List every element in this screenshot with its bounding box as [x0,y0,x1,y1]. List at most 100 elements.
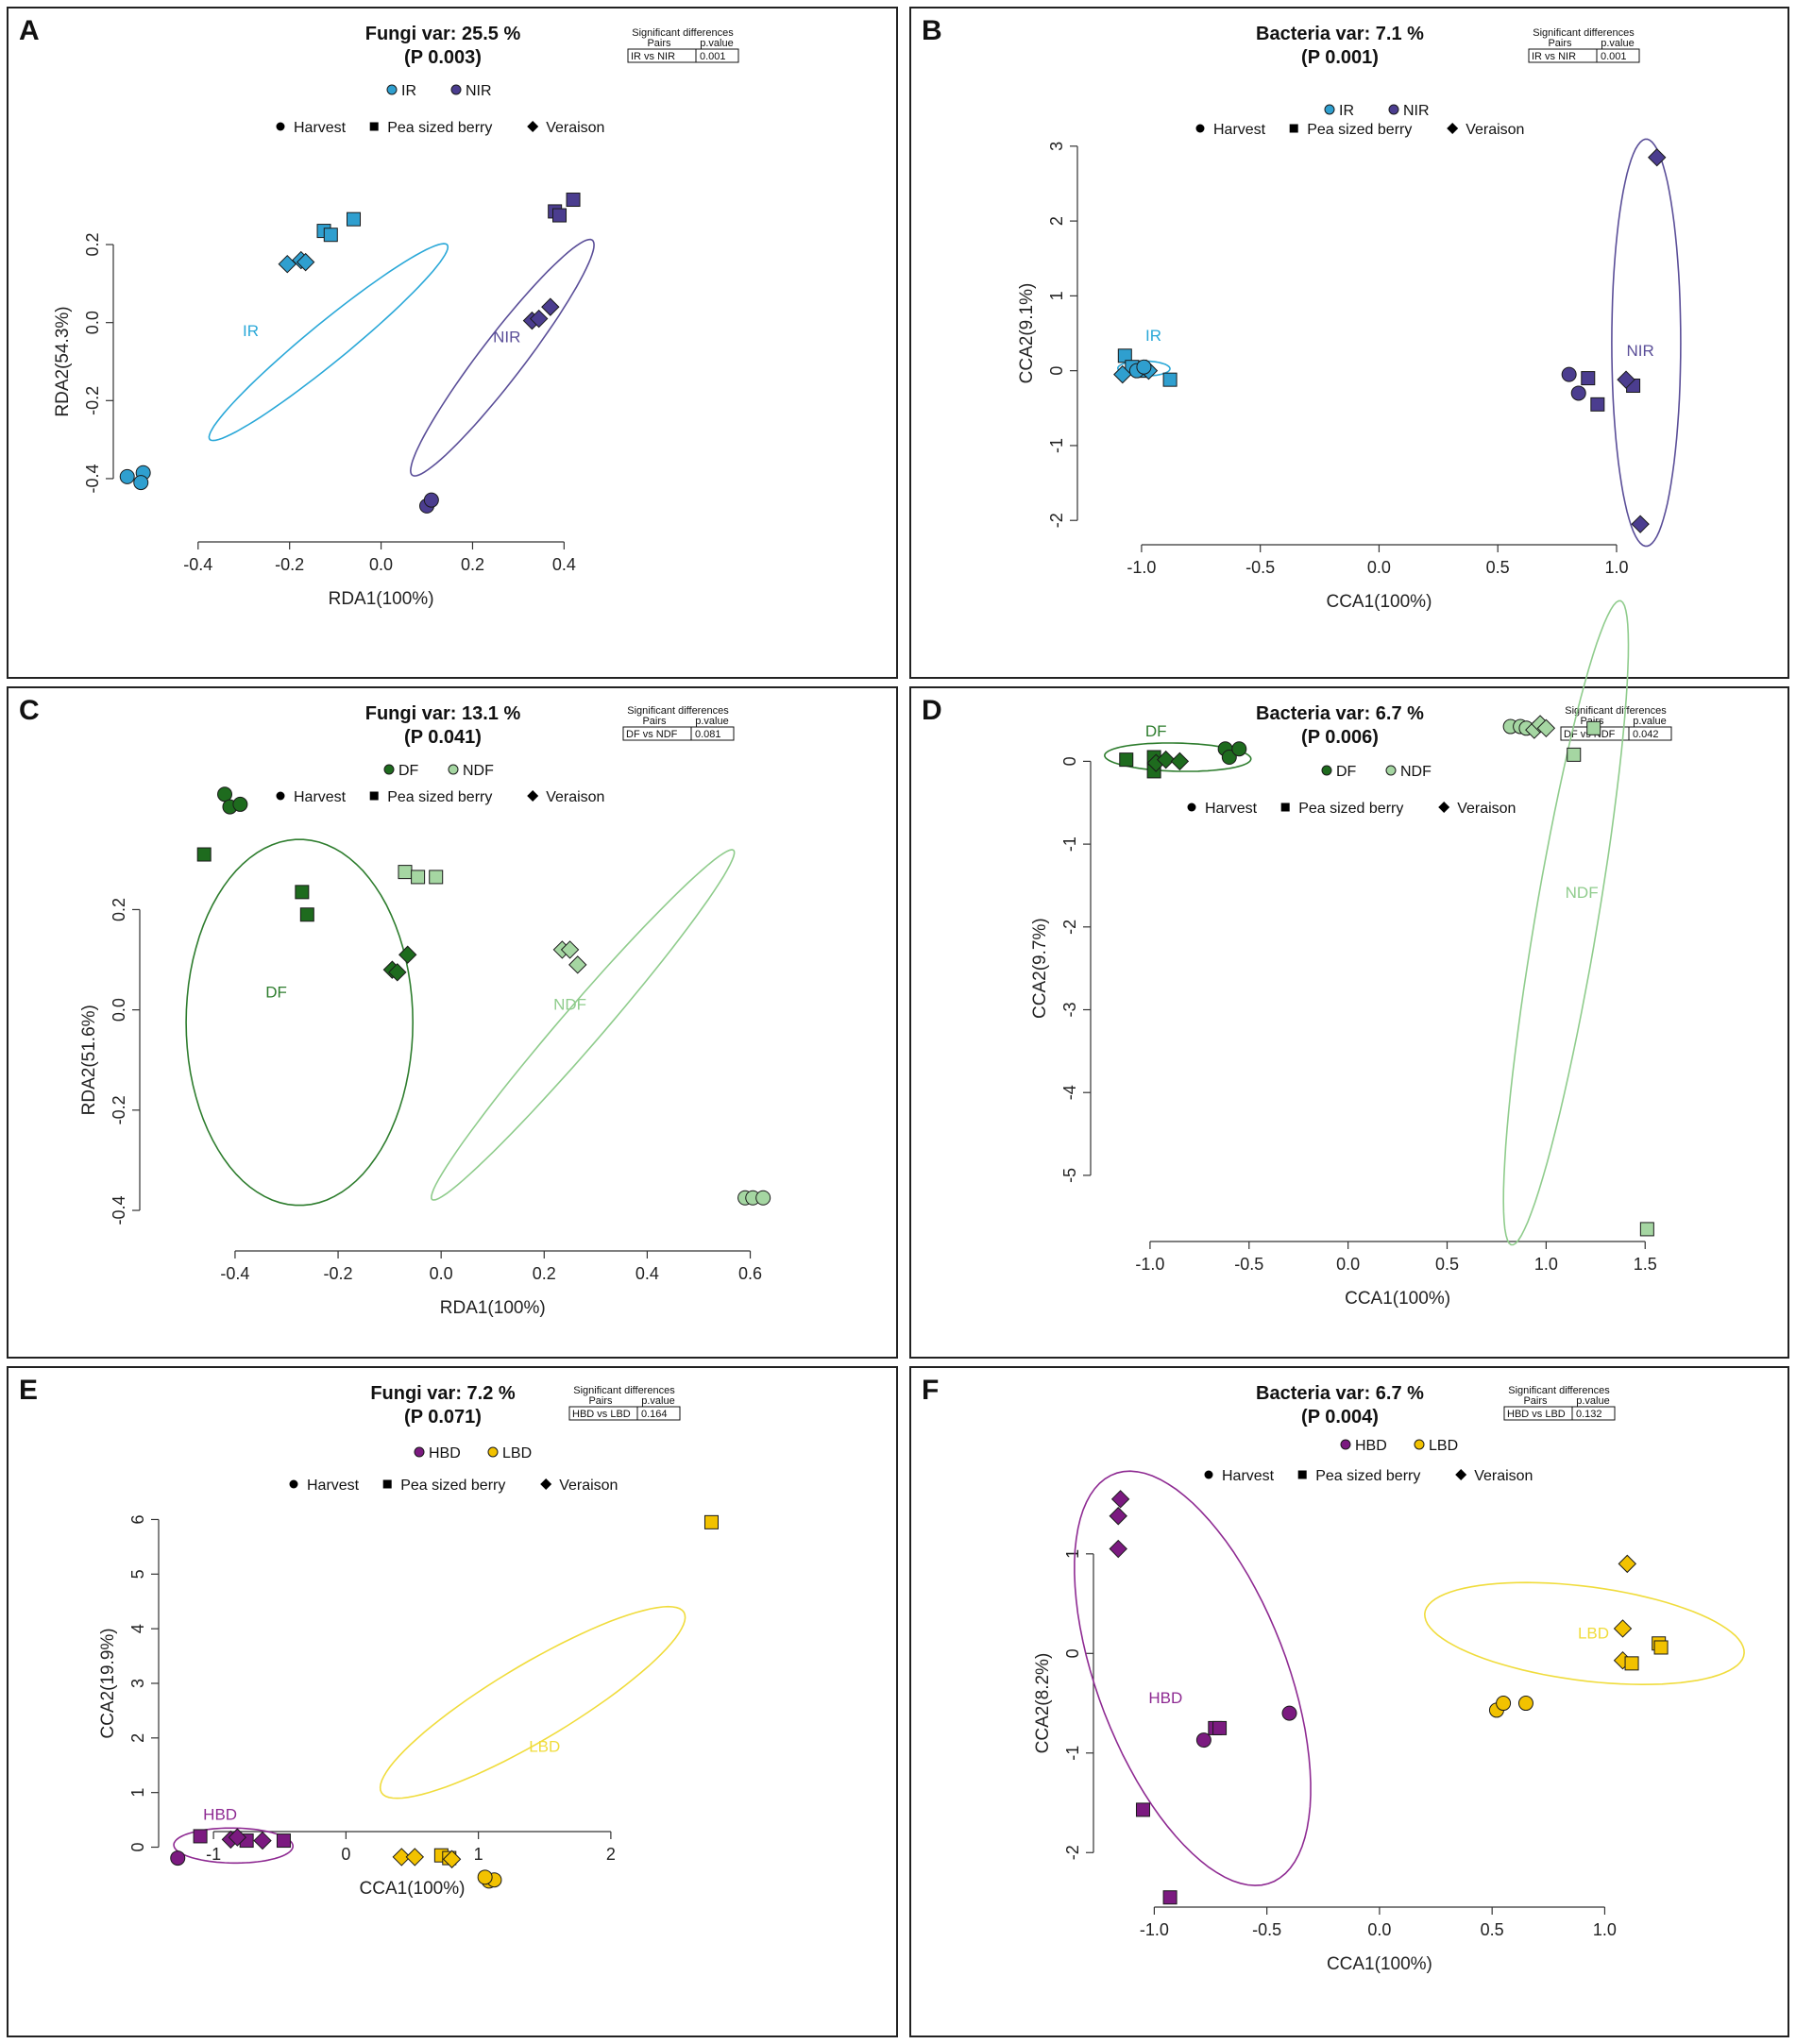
x-tick-label: 1.5 [1634,1255,1657,1274]
legend-shape-label: Veraison [1466,122,1524,138]
legend-group-label: HBD [1355,1438,1387,1454]
sig-col-pvalue: p.value [1601,38,1634,49]
sig-col-pairs: Pairs [1548,38,1572,49]
sig-col-pvalue: p.value [695,716,728,727]
panel-frame [7,1366,898,2037]
y-axis: -2 -1 0 1 2 3 CCA2(9.1%) [1017,142,1078,528]
y-tick-label: 2 [128,1733,147,1743]
sig-pvalue: 0.164 [641,1409,668,1420]
y-tick-label: 3 [1047,142,1066,151]
point-df-circle [217,786,233,802]
point-lbd-circle [1496,1696,1512,1712]
legend-shape-label: Veraison [559,1478,618,1494]
group-legend: DF NDF [1321,764,1432,780]
sig-col-pairs: Pairs [588,1395,613,1407]
panel-d: D Bacteria var: 6.7 % (P 0.006) Significant… [909,600,1789,1359]
y-tick-label: 5 [128,1569,147,1579]
shape-legend: Harvest Pea sized berry Veraison [1195,122,1524,138]
x-tick-label: -0.2 [324,1264,353,1283]
data-points [1119,715,1654,1237]
sig-pvalue: 0.132 [1576,1409,1602,1420]
y-tick-label: 6 [128,1514,147,1524]
point-nir-diamond [530,309,549,329]
point-ndf-diamond [1536,718,1556,738]
x-axis-label: RDA1(100%) [329,589,434,609]
point-df-diamond [1170,752,1190,771]
x-tick-label: -0.2 [275,555,304,574]
point-df-circle [1231,741,1247,757]
y-tick-label: 1 [1047,291,1066,300]
y-axis-label: CCA2(19.9%) [98,1628,118,1738]
legend-group-marker [1385,765,1397,776]
point-lbd-diamond [1613,1619,1633,1638]
y-tick-label: 0.2 [110,898,128,921]
legend-diamond-icon [1438,802,1450,813]
sig-col-pairs: Pairs [647,38,671,49]
x-tick-label: -0.4 [183,555,212,574]
point-df-square [196,847,212,862]
chart-subtitle: (P 0.004) [1301,1407,1379,1427]
point-hbd-diamond [228,1828,247,1847]
y-tick-label: 4 [128,1624,147,1633]
sig-pvalue: 0.081 [695,729,721,740]
ellipse-hbd [173,1827,294,1865]
ellipse-nir [409,238,595,477]
y-tick-label: -0.4 [110,1196,128,1225]
y-axis: 0 1 2 3 4 5 6 CCA2(19.9%) [98,1514,160,1852]
legend-shape-label: Harvest [1222,1468,1275,1484]
chart-subtitle: (P 0.041) [404,727,482,748]
point-lbd-diamond [1618,1554,1636,1574]
x-tick-label: 0.0 [1367,1920,1391,1939]
point-hbd-square [276,1833,291,1849]
y-tick-label: -5 [1060,1168,1079,1183]
ellipse-df [1104,742,1252,772]
x-tick-label: 0.5 [1481,1920,1504,1939]
legend-group-marker [383,764,395,775]
chart-title: Fungi var: 7.2 % [370,1383,516,1404]
point-df-diamond [398,945,417,964]
group-legend: IR NIR [1324,103,1430,119]
legend-shape-label: Pea sized berry [387,789,492,805]
y-tick-label: 0.2 [83,233,102,257]
ellipse-df [185,838,415,1207]
x-axis-label: CCA1(100%) [360,1879,466,1899]
point-ir-circle [119,468,135,484]
sig-col-pvalue: p.value [1633,716,1666,727]
group-label-ndf: NDF [553,996,586,1014]
x-tick-label: -0.5 [1252,1920,1281,1939]
data-points [1113,148,1667,533]
sig-row-box [1503,1406,1616,1421]
point-ndf-square [1586,720,1601,735]
legend-group-marker [450,84,462,95]
group-label-ir: IR [1145,327,1161,345]
x-tick-label: 0.0 [1336,1255,1360,1274]
y-tick-label: 0.0 [83,311,102,334]
ellipse-ndf [1502,600,1630,1246]
legend-shape-label: Harvest [307,1478,360,1494]
chart-title: Fungi var: 25.5 % [365,24,521,44]
point-hbd-circle [1281,1705,1297,1721]
group-label-hbd: HBD [203,1806,237,1824]
point-nir-circle [1561,366,1577,382]
x-axis-label: RDA1(100%) [440,1298,546,1318]
x-tick-label: 1.0 [1534,1255,1558,1274]
legend-shape-label: Veraison [546,120,604,136]
legend-shape-label: Harvest [1213,122,1266,138]
sig-heading: Significant differences [1533,27,1635,39]
legend-group-marker [1388,104,1399,115]
point-nir-square [1590,397,1605,412]
x-tick-label: 0.4 [552,555,576,574]
x-tick-label: -1.0 [1140,1920,1169,1939]
x-tick-label: 2 [606,1845,616,1864]
legend-group-marker [414,1446,425,1458]
group-label-ndf: NDF [1566,884,1599,902]
point-nir-diamond [1648,148,1667,167]
y-axis-label: CCA2(8.2%) [1033,1653,1053,1754]
x-tick-label: 0.2 [461,555,484,574]
sig-heading: Significant differences [573,1385,675,1396]
legend-group-label: DF [1336,764,1357,780]
legend-square-icon [369,791,379,801]
legend-group-marker [487,1446,499,1458]
